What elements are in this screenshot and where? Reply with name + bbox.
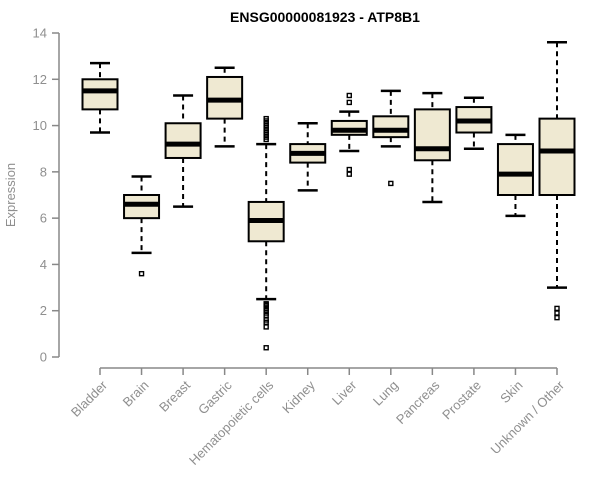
outlier-point (554, 314, 560, 321)
box-group-gastric (206, 66, 244, 148)
y-axis-label: Expression (3, 163, 18, 227)
box-group-hematopoietic-cells (247, 115, 285, 351)
box-rect (81, 78, 119, 111)
x-category-label: Pancreas (393, 377, 443, 427)
box-group-breast (164, 94, 202, 208)
x-category-label: Breast (156, 377, 193, 414)
outlier-point (554, 305, 560, 312)
box-rect (496, 143, 534, 196)
x-category-label: Kidney (279, 377, 318, 416)
outlier-point (346, 99, 352, 106)
box-group-kidney (289, 122, 327, 192)
x-category-label: Gastric (195, 377, 235, 417)
box-group-skin (496, 133, 534, 218)
box-group-liver (330, 92, 368, 177)
x-category-label: Bladder (68, 377, 111, 420)
x-category-label: Skin (497, 378, 525, 406)
outlier-point (388, 180, 394, 187)
y-tick-label: 8 (40, 164, 47, 179)
x-category-label: Lung (370, 378, 401, 409)
y-tick-label: 10 (33, 118, 47, 133)
outlier-point (554, 310, 560, 316)
box-rect (538, 117, 576, 196)
outlier-point (346, 171, 352, 177)
y-tick-label: 12 (33, 72, 47, 87)
box-group-lung (372, 89, 410, 187)
x-category-label: Liver (329, 377, 360, 408)
outlier-point (263, 324, 269, 330)
outlier-point (138, 270, 145, 277)
x-category-label: Unknown / Other (488, 377, 568, 457)
outlier-point (346, 92, 352, 99)
box-group-bladder (81, 61, 119, 134)
y-tick-label: 4 (40, 257, 47, 272)
y-tick-label: 6 (40, 211, 47, 226)
box-group-pancreas (413, 91, 451, 204)
y-tick-label: 14 (33, 26, 47, 41)
chart-title: ENSG00000081923 - ATP8B1 (230, 9, 420, 25)
outlier-point (346, 166, 352, 173)
box-rect (372, 115, 410, 139)
outlier-point (263, 345, 269, 351)
box-group-unknown-other (538, 41, 576, 321)
box-rect (164, 122, 202, 159)
x-category-label: Brain (120, 378, 152, 410)
box-rect (413, 108, 451, 162)
y-tick-label: 0 (40, 350, 47, 365)
outlier-point (263, 136, 269, 143)
y-tick-label: 2 (40, 303, 47, 318)
box-group-prostate (455, 96, 493, 150)
box-group-brain (123, 175, 161, 277)
x-category-label: Prostate (439, 378, 484, 423)
